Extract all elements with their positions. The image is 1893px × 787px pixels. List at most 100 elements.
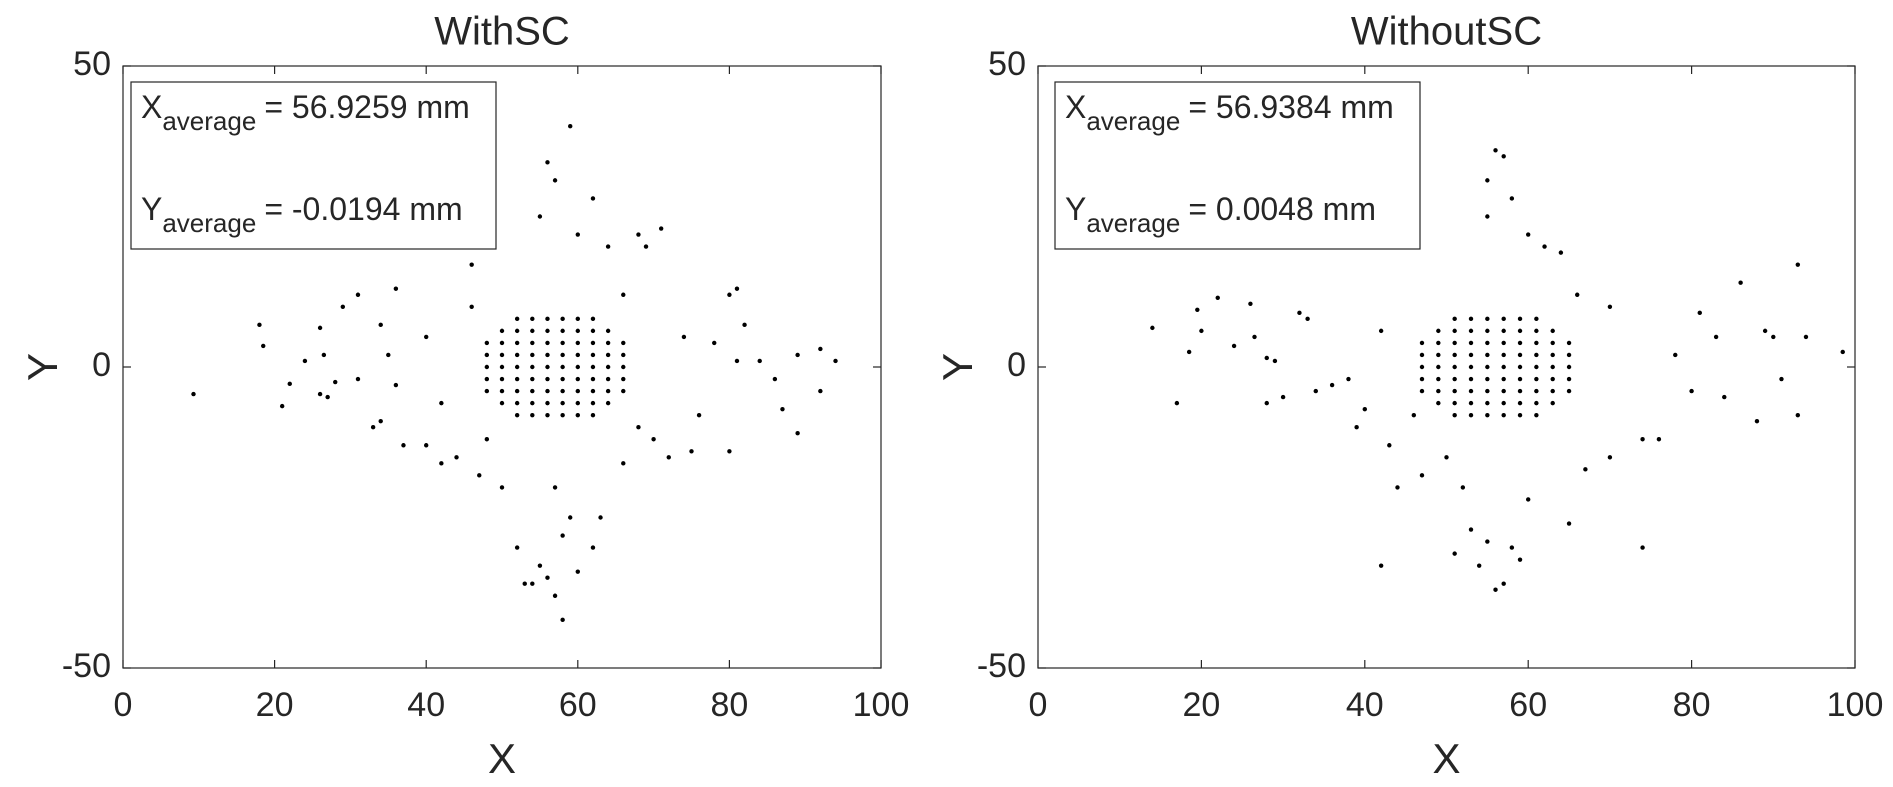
scatter-point [439,461,444,466]
y-tick-label: 0 [1007,346,1026,384]
scatter-point [1452,328,1457,334]
scatter-point [1566,376,1572,382]
scatter-point [605,388,611,394]
scatter-point [1566,521,1572,526]
scatter-point [643,244,649,249]
annotation-var: X [141,89,162,125]
scatter-point [1517,352,1523,358]
scatter-point [1174,400,1180,406]
y-axis-label: Y [934,353,981,381]
scatter-point [1517,316,1523,322]
scatter-point [575,232,580,237]
scatter-point [1297,310,1302,316]
scatter-point [1534,328,1539,334]
scatter-point [530,316,535,322]
scatter-point [545,160,550,165]
scatter-point [1501,328,1506,334]
scatter-point [1215,295,1220,300]
y-axis-label: Y [19,353,66,381]
scatter-point [1550,340,1555,346]
scatter-point [1534,340,1539,346]
scatter-point [439,400,444,406]
scatter-point [833,358,838,364]
scatter-point [590,400,596,406]
annotation-subscript: average [1086,208,1180,238]
scatter-point [1452,340,1457,346]
scatter-point [499,388,505,394]
x-tick-label: 100 [1827,686,1884,724]
scatter-point [568,124,573,129]
scatter-point [1762,328,1768,334]
scatter-point [1452,388,1457,394]
scatter-point [454,455,459,460]
scatter-point [1550,364,1555,370]
scatter-point [1485,539,1490,544]
scatter-point [355,292,361,297]
x-tick-label: 40 [407,686,445,724]
scatter-point [560,316,565,322]
scatter-point [1468,316,1474,322]
scatter-point [1436,400,1441,406]
scatter-point [499,485,505,490]
scatter-point [575,364,580,370]
scatter-point [1566,340,1572,346]
scatter-point [424,443,429,448]
annotation-var: Y [141,191,162,227]
scatter-point [590,196,596,201]
scatter-point [1468,364,1474,370]
scatter-point [1550,388,1555,394]
scatter-point [370,425,376,430]
scatter-point [1313,388,1318,394]
scatter-point [1387,443,1392,448]
annotation-box [1054,81,1421,250]
scatter-point [560,376,565,382]
scatter-point [560,400,565,406]
scatter-point [590,352,596,358]
scatter-point [1517,400,1523,406]
scatter-point [522,581,527,586]
scatter-point [727,292,732,297]
scatter-point [552,593,558,598]
scatter-point [1468,340,1474,346]
scatter-point [1566,352,1572,358]
scatter-point [1795,262,1801,267]
scatter-point [1550,376,1555,382]
scatter-point [1517,364,1523,370]
scatter-point [1362,406,1368,412]
scatter-point [514,400,520,406]
scatter-point [1754,418,1760,424]
scatter-point [575,400,580,406]
scatter-point [1501,352,1506,358]
x-axis-label: X [488,735,516,782]
scatter-point [590,545,596,550]
scatter-point [590,412,596,418]
x-tick-label: 80 [1673,686,1711,724]
scatter-point [621,376,626,382]
scatter-point [1252,334,1257,340]
scatter-point [424,334,429,340]
scatter-point [469,304,474,309]
scatter-point [530,400,535,406]
scatter-point [689,449,694,454]
scatter-point [1501,316,1506,322]
scatter-point [1468,412,1474,418]
scatter-point [287,381,292,387]
scatter-point [1419,352,1425,358]
x-tick-label: 20 [256,686,294,724]
scatter-point [1550,328,1555,334]
scatter-point [590,328,596,334]
scatter-point [355,376,361,382]
scatter-point [1517,412,1523,418]
scatter-point [279,403,285,409]
scatter-point [590,388,596,394]
scatter-point [1534,388,1539,394]
scatter-point [1305,316,1310,322]
scatter-point [734,286,740,291]
y-tick-label: 50 [73,45,111,83]
scatter-point [780,406,785,412]
scatter-point [1656,437,1662,442]
scatter-point [257,322,262,328]
scatter-point [499,340,505,346]
scatter-point [1272,358,1278,364]
